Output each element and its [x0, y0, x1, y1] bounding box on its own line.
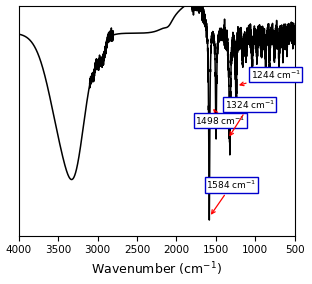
Text: 1324 cm$^{-1}$: 1324 cm$^{-1}$ [225, 98, 275, 135]
Text: 1584 cm$^{-1}$: 1584 cm$^{-1}$ [207, 179, 257, 214]
Text: 1498 cm$^{-1}$: 1498 cm$^{-1}$ [195, 110, 246, 127]
Text: 1244 cm$^{-1}$: 1244 cm$^{-1}$ [240, 68, 301, 86]
X-axis label: Wavenumber (cm$^{-1}$): Wavenumber (cm$^{-1}$) [91, 261, 222, 278]
